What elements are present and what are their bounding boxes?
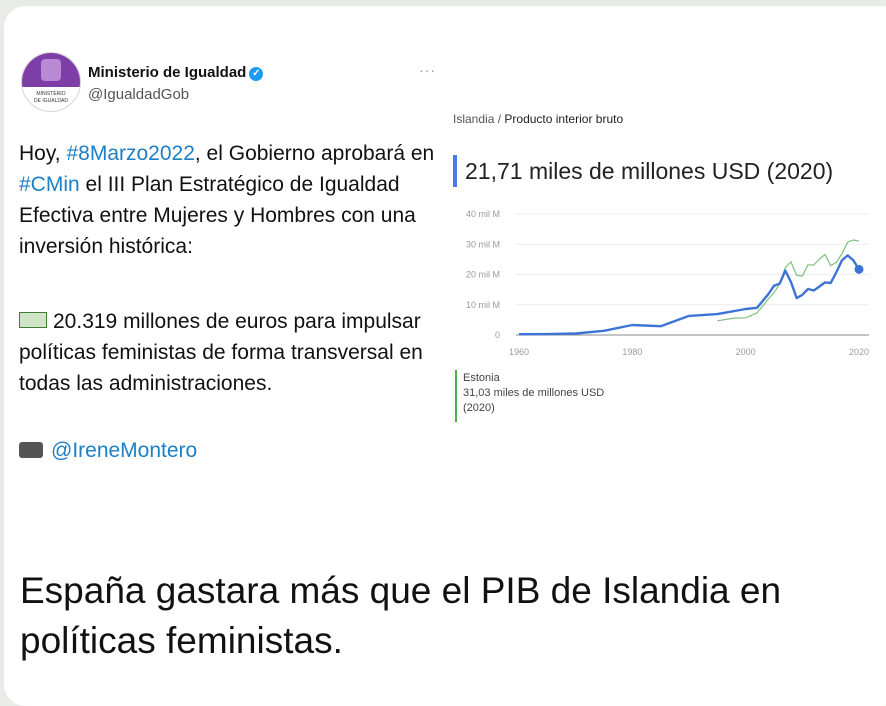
compare-value: 31,03 miles de millones USD	[463, 387, 605, 399]
camera-icon	[19, 442, 43, 458]
x-tick-label: 2020	[849, 347, 869, 357]
y-tick-label: 40 mil M	[466, 209, 500, 219]
tweet-mention-row: @IreneMontero	[19, 439, 197, 463]
compare-year: (2020)	[463, 402, 495, 414]
breadcrumb-country[interactable]: Islandia	[453, 112, 495, 126]
x-tick-label: 1980	[622, 347, 642, 357]
y-tick-label: 20 mil M	[466, 270, 500, 280]
text-mid: , el Gobierno aprobará en	[194, 142, 435, 165]
y-tick-label: 10 mil M	[466, 300, 500, 310]
compare-legend: Estonia 31,03 miles de millones USD (202…	[463, 371, 604, 416]
x-tick-label: 1960	[509, 347, 529, 357]
coat-of-arms-icon	[41, 59, 61, 81]
series-line-islandia	[518, 254, 861, 336]
post-card: MINISTERIO DE IGUALDAD Ministerio de Igu…	[4, 6, 886, 706]
meme-caption: España gastara más que el PIB de Islandi…	[20, 570, 782, 661]
verified-badge-icon: ✓	[249, 67, 264, 81]
gdp-line-chart[interactable]: 0 10 mil M 20 mil M 30 mil M 40 mil M 1960 198…	[442, 202, 882, 362]
avatar-text-line1: MINISTERIO	[36, 91, 66, 97]
breadcrumb-metric: Producto interior bruto	[504, 112, 624, 126]
more-options-icon[interactable]: ···	[419, 62, 436, 78]
y-tick-label: 0	[495, 330, 500, 340]
tweet-text: Hoy, #8Marzo2022, el Gobierno aprobará e…	[19, 138, 439, 262]
compare-legend-bar	[455, 370, 457, 422]
paragraph-2-text: 20.319 millones de euros para impulsar p…	[19, 310, 423, 395]
breadcrumb: Islandia / Producto interior bruto	[453, 112, 623, 126]
x-tick-label: 2000	[736, 347, 756, 357]
headline-value: 21,71 miles de millones USD (2020)	[465, 158, 834, 184]
money-icon	[19, 312, 47, 328]
text-suffix: el III Plan Estratégico de Igualdad Efec…	[19, 173, 416, 258]
tweet-paragraph-2: 20.319 millones de euros para impulsar p…	[19, 306, 439, 399]
headline-accent-bar	[453, 155, 457, 187]
account-handle[interactable]: @IgualdadGob	[88, 86, 190, 103]
gdp-panel: Islandia / Producto interior bruto 21,71…	[442, 96, 882, 436]
account-name[interactable]: Ministerio de Igualdad	[88, 64, 247, 81]
embedded-tweet: MINISTERIO DE IGUALDAD Ministerio de Igu…	[4, 6, 444, 546]
mention-link[interactable]: @IreneMontero	[51, 439, 198, 462]
breadcrumb-separator: /	[494, 112, 505, 126]
compare-country: Estonia	[463, 372, 500, 384]
text-prefix: Hoy,	[19, 142, 67, 165]
account-avatar[interactable]: MINISTERIO DE IGUALDAD	[21, 52, 81, 112]
avatar-text-line2: DE IGUALDAD	[34, 98, 68, 104]
series-line-estonia	[717, 239, 860, 322]
y-tick-label: 30 mil M	[466, 239, 500, 249]
series-endpoint-islandia	[854, 264, 864, 274]
hashtag-cmin[interactable]: #CMin	[19, 173, 80, 196]
hashtag-8marzo2022[interactable]: #8Marzo2022	[66, 142, 195, 165]
account-name-row[interactable]: Ministerio de Igualdad ✓	[88, 64, 264, 81]
